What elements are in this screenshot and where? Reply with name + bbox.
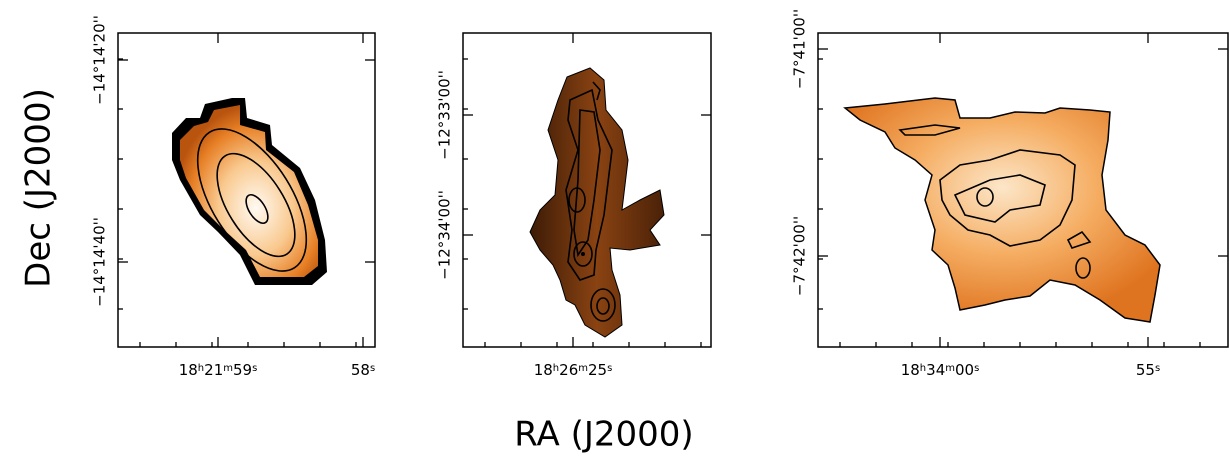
map-image (843, 97, 1161, 323)
map-image (172, 98, 327, 285)
y-axis-title: Dec (J2000) (19, 88, 59, 288)
x-tick-label: 18h26m25s (534, 361, 613, 379)
y-tick-label: −14°14'20'' (91, 15, 109, 105)
y-tick-label: −12°33'00'' (436, 70, 454, 160)
y-tick-label: −12°34'00'' (436, 190, 454, 280)
x-tick-label: 18h21m59s (179, 361, 258, 379)
x-tick-label: 55s (1136, 361, 1160, 379)
x-tick-label: 58s (351, 361, 375, 379)
y-tick-label: −14°14'40'' (91, 217, 109, 307)
x-tick-label: 18h34m00s (901, 361, 980, 379)
y-tick-label: −7°41'00'' (791, 9, 809, 89)
panel-frame (117, 32, 376, 348)
panel-frame (462, 32, 712, 348)
x-axis-title: RA (J2000) (514, 415, 693, 455)
y-tick-label: −7°42'00'' (791, 216, 809, 296)
panel-frame (817, 32, 1229, 348)
map-image (529, 67, 665, 338)
